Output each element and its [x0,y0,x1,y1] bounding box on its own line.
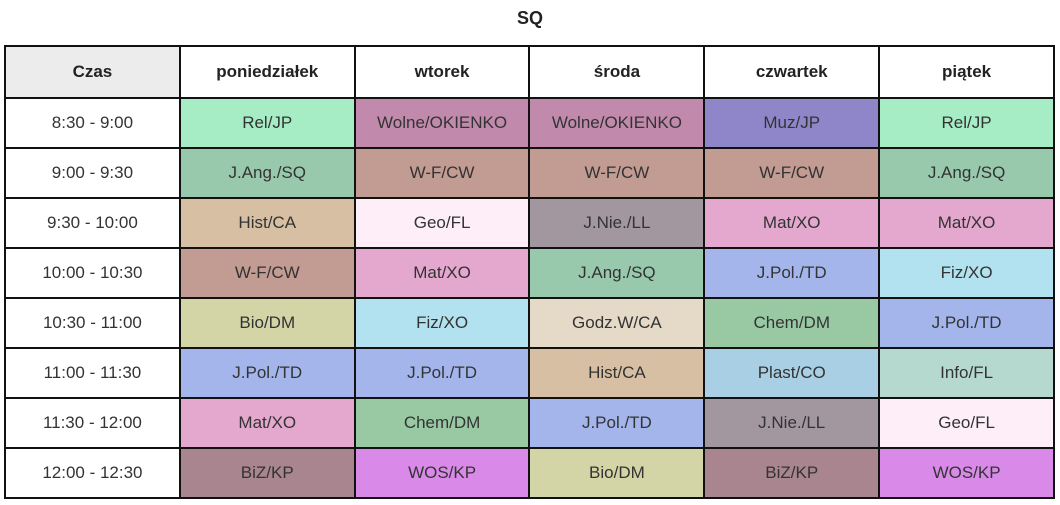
lesson-cell-monday: Rel/JP [178,97,356,149]
time-cell: 9:30 - 10:00 [4,197,181,249]
lesson-cell-tuesday: Mat/XO [353,247,531,299]
time-cell: 11:30 - 12:00 [4,397,181,449]
table-row: 9:00 - 9:30 J.Ang./SQ W-F/CW W-F/CW W-F/CW J.… [4,147,1055,199]
page-title: SQ [516,8,543,28]
time-cell: 9:00 - 9:30 [4,147,181,199]
lesson-cell-wednesday: J.Ang./SQ [528,247,706,299]
time-cell: 12:00 - 12:30 [4,447,181,499]
lesson-cell-tuesday: Geo/FL [353,197,531,249]
lesson-cell-thursday: W-F/CW [703,147,881,199]
lesson-cell-friday: J.Ang./SQ [878,147,1055,199]
lesson-cell-monday: Mat/XO [178,397,356,449]
time-cell: 10:00 - 10:30 [4,247,181,299]
lesson-cell-monday: BiZ/KP [178,447,356,499]
timetable-body: 8:30 - 9:00 Rel/JP Wolne/OKIENKO Wolne/OKIE… [4,97,1055,499]
lesson-cell-monday: J.Ang./SQ [178,147,356,199]
lesson-cell-wednesday: W-F/CW [528,147,706,199]
lesson-cell-wednesday: Hist/CA [528,347,706,399]
table-row: 11:00 - 11:30 J.Pol./TD J.Pol./TD Hist/CA Pl… [4,347,1055,399]
header-thursday: czwartek [703,45,881,99]
lesson-cell-thursday: Mat/XO [703,197,881,249]
lesson-cell-thursday: J.Nie./LL [703,397,881,449]
header-wednesday: środa [528,45,706,99]
time-cell: 10:30 - 11:00 [4,297,181,349]
lesson-cell-wednesday: J.Nie./LL [528,197,706,249]
lesson-cell-monday: W-F/CW [178,247,356,299]
lesson-cell-tuesday: Fiz/XO [353,297,531,349]
header-friday: piątek [878,45,1055,99]
header-czas: Czas [4,45,181,99]
lesson-cell-thursday: Chem/DM [703,297,881,349]
table-row: 8:30 - 9:00 Rel/JP Wolne/OKIENKO Wolne/OKIE… [4,97,1055,149]
lesson-cell-thursday: BiZ/KP [703,447,881,499]
lesson-cell-friday: Fiz/XO [878,247,1055,299]
lesson-cell-friday: Mat/XO [878,197,1055,249]
lesson-cell-friday: WOS/KP [878,447,1055,499]
lesson-cell-monday: J.Pol./TD [178,347,356,399]
header-row: Czas poniedziałek wtorek środa czwartek … [4,45,1055,99]
time-cell: 11:00 - 11:30 [4,347,181,399]
lesson-cell-wednesday: J.Pol./TD [528,397,706,449]
table-row: 11:30 - 12:00 Mat/XO Chem/DM J.Pol./TD J.Nie… [4,397,1055,449]
lesson-cell-wednesday: Wolne/OKIENKO [528,97,706,149]
lesson-cell-tuesday: Wolne/OKIENKO [353,97,531,149]
lesson-cell-monday: Hist/CA [178,197,356,249]
lesson-cell-friday: J.Pol./TD [878,297,1055,349]
lesson-cell-wednesday: Godz.W/CA [528,297,706,349]
table-row: 12:00 - 12:30 BiZ/KP WOS/KP Bio/DM BiZ/KP WOS… [4,447,1055,499]
lesson-cell-wednesday: Bio/DM [528,447,706,499]
lesson-cell-tuesday: WOS/KP [353,447,531,499]
lesson-cell-tuesday: W-F/CW [353,147,531,199]
time-cell: 8:30 - 9:00 [4,97,181,149]
header-tuesday: wtorek [353,45,531,99]
lesson-cell-thursday: Muz/JP [703,97,881,149]
lesson-cell-friday: Info/FL [878,347,1055,399]
table-row: 10:00 - 10:30 W-F/CW Mat/XO J.Ang./SQ J.Pol.… [4,247,1055,299]
lesson-cell-friday: Rel/JP [878,97,1055,149]
lesson-cell-friday: Geo/FL [878,397,1055,449]
header-monday: poniedziałek [178,45,356,99]
timetable: Czas poniedziałek wtorek środa czwartek … [4,45,1055,499]
table-row: 9:30 - 10:00 Hist/CA Geo/FL J.Nie./LL Mat/XO… [4,197,1055,249]
lesson-cell-monday: Bio/DM [178,297,356,349]
lesson-cell-thursday: J.Pol./TD [703,247,881,299]
table-row: 10:30 - 11:00 Bio/DM Fiz/XO Godz.W/CA Chem/D… [4,297,1055,349]
lesson-cell-tuesday: Chem/DM [353,397,531,449]
lesson-cell-thursday: Plast/CO [703,347,881,399]
lesson-cell-tuesday: J.Pol./TD [353,347,531,399]
